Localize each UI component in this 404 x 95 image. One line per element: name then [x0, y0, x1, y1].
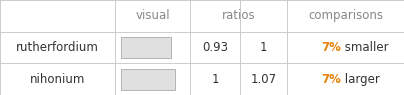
Text: comparisons: comparisons — [308, 9, 383, 22]
Text: visual: visual — [135, 9, 170, 22]
Text: ratios: ratios — [221, 9, 255, 22]
Bar — [121, 69, 175, 90]
Text: nihonium: nihonium — [30, 73, 85, 86]
Text: rutherfordium: rutherfordium — [16, 41, 99, 54]
Text: 7%: 7% — [322, 73, 341, 86]
Text: larger: larger — [341, 73, 380, 86]
Bar — [121, 37, 171, 58]
Text: smaller: smaller — [341, 41, 389, 54]
Text: 1: 1 — [211, 73, 219, 86]
Text: 0.93: 0.93 — [202, 41, 228, 54]
Text: 1: 1 — [260, 41, 267, 54]
Text: 7%: 7% — [322, 41, 341, 54]
Text: 1.07: 1.07 — [250, 73, 277, 86]
